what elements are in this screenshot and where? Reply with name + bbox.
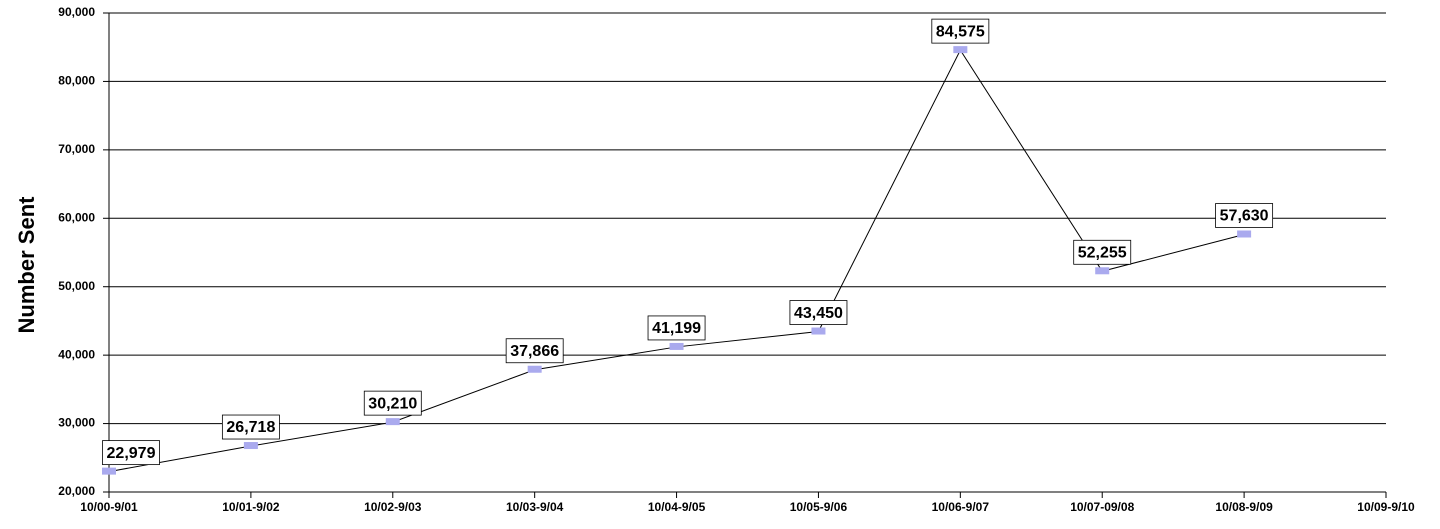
marker xyxy=(811,327,826,335)
x-tick-label: 10/07-09/08 xyxy=(1070,500,1134,514)
x-tick-label: 10/08-9/09 xyxy=(1215,500,1273,514)
marker xyxy=(102,467,116,475)
x-tick-label: 10/02-9/03 xyxy=(364,500,422,514)
data-label: 22,979 xyxy=(107,445,156,462)
x-tick-label: 10/04-9/05 xyxy=(648,500,706,514)
x-tick-label: 10/05-9/06 xyxy=(790,500,848,514)
data-label: 84,575 xyxy=(936,23,985,40)
y-tick-label: 90,000 xyxy=(58,5,95,19)
marker xyxy=(1237,230,1252,238)
data-label-box xyxy=(102,440,160,466)
data-label: 30,210 xyxy=(368,395,417,412)
x-tick-label: 10/06-9/07 xyxy=(932,500,990,514)
marker xyxy=(953,46,968,54)
x-tick-label: 10/01-9/02 xyxy=(222,500,280,514)
marker xyxy=(527,365,542,373)
y-tick-label: 70,000 xyxy=(58,142,95,156)
x-tick-label: 10/00-9/01 xyxy=(80,500,138,514)
data-label: 37,866 xyxy=(510,343,559,360)
y-tick-label: 60,000 xyxy=(58,210,95,224)
data-label: 43,450 xyxy=(794,305,843,322)
marker xyxy=(1095,267,1110,275)
y-tick-label: 20,000 xyxy=(58,484,95,498)
data-label-box xyxy=(1073,239,1132,265)
data-label: 57,630 xyxy=(1220,208,1269,225)
y-tick-label: 30,000 xyxy=(58,416,95,430)
x-tick-label: 10/09-9/10 xyxy=(1357,500,1415,514)
data-label-box xyxy=(505,338,564,364)
marker xyxy=(385,418,400,426)
x-tick-label: 10/03-9/04 xyxy=(506,500,564,514)
data-label-box xyxy=(789,300,848,325)
marker xyxy=(669,342,684,350)
data-label-box xyxy=(931,18,990,44)
data-label-box xyxy=(647,315,706,341)
y-tick-label: 50,000 xyxy=(58,279,95,293)
marker xyxy=(243,442,258,450)
y-axis-label: Number Sent xyxy=(14,196,39,334)
y-tick-label: 40,000 xyxy=(58,347,95,361)
data-label: 52,255 xyxy=(1078,245,1127,262)
data-label-box xyxy=(363,390,422,416)
data-label: 41,199 xyxy=(652,320,701,337)
data-label-box xyxy=(1215,203,1274,228)
data-label-box xyxy=(221,414,280,440)
data-label: 26,718 xyxy=(226,419,275,436)
y-tick-label: 80,000 xyxy=(58,74,95,88)
